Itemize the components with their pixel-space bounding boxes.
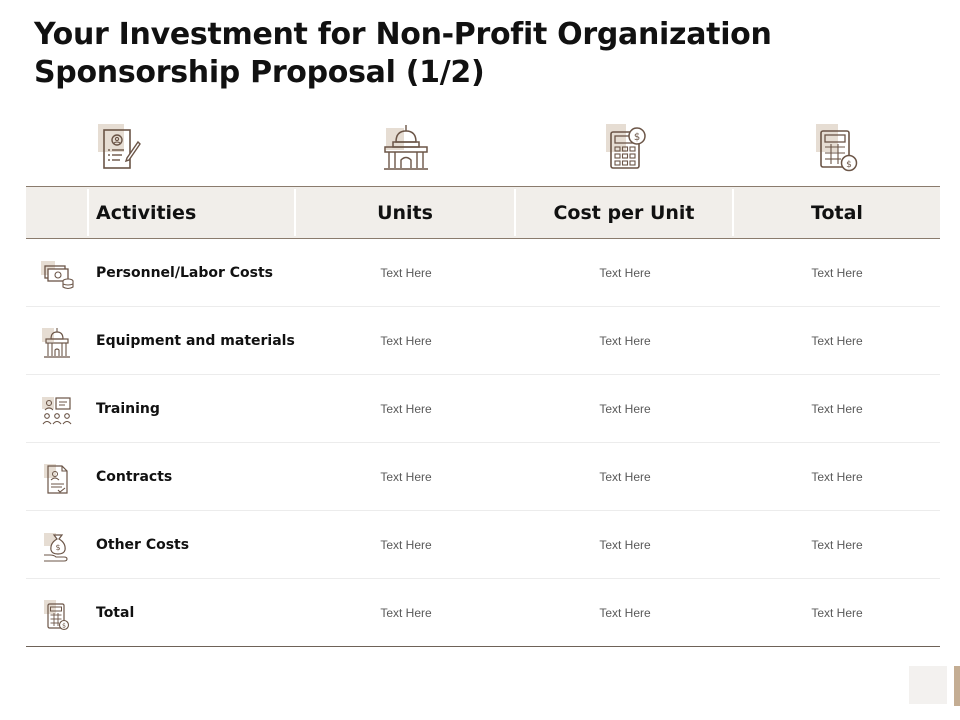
total-cell: Text Here bbox=[811, 265, 863, 280]
cost-per-unit-cell: Text Here bbox=[599, 605, 651, 620]
units-cell: Text Here bbox=[380, 265, 432, 280]
header-activities: Activities bbox=[96, 201, 197, 224]
units-cell: Text Here bbox=[380, 537, 432, 552]
svg-text:$: $ bbox=[62, 623, 66, 630]
units-cell: Text Here bbox=[380, 605, 432, 620]
table-row: $ Total Text Here Text Here Text Here bbox=[26, 579, 940, 647]
training-group-icon bbox=[42, 397, 72, 425]
calculator-coin-icon: $ bbox=[816, 124, 858, 172]
cost-per-unit-cell: Text Here bbox=[599, 265, 651, 280]
activity-label: Training bbox=[96, 400, 160, 417]
corner-accent-bar bbox=[954, 666, 960, 706]
header-divider bbox=[294, 189, 296, 236]
table-row: $ Other Costs Text Here Text Here Text H… bbox=[26, 511, 940, 579]
svg-text:$: $ bbox=[55, 543, 60, 552]
total-cell: Text Here bbox=[811, 537, 863, 552]
government-building-icon bbox=[384, 125, 428, 170]
units-cell: Text Here bbox=[380, 401, 432, 416]
header-divider bbox=[732, 189, 734, 236]
header-divider bbox=[87, 189, 89, 236]
cost-per-unit-cell: Text Here bbox=[599, 537, 651, 552]
activity-label: Equipment and materials bbox=[96, 332, 295, 349]
header-units: Units bbox=[377, 201, 433, 224]
svg-text:$: $ bbox=[634, 132, 640, 143]
units-cell: Text Here bbox=[380, 469, 432, 484]
page-title: Your Investment for Non-Profit Organizat… bbox=[34, 16, 914, 92]
total-cell: Text Here bbox=[811, 605, 863, 620]
investment-table: Activities Units Cost per Unit Total Per… bbox=[26, 186, 940, 647]
money-bag-hand-icon: $ bbox=[44, 533, 68, 562]
title-line-2: Sponsorship Proposal (1/2) bbox=[34, 55, 485, 90]
title-line-1: Your Investment for Non-Profit Organizat… bbox=[34, 17, 772, 52]
header-divider bbox=[514, 189, 516, 236]
calculator-coin-icon: $ bbox=[44, 600, 70, 631]
calculator-dollar-icon: $ bbox=[606, 124, 646, 169]
table-row: Personnel/Labor Costs Text Here Text Her… bbox=[26, 239, 940, 307]
header-cost-per-unit: Cost per Unit bbox=[553, 201, 695, 224]
activity-label: Other Costs bbox=[96, 536, 190, 553]
cost-per-unit-cell: Text Here bbox=[599, 333, 651, 348]
document-signature-icon bbox=[98, 124, 141, 169]
activity-label: Total bbox=[96, 604, 135, 621]
activity-label: Personnel/Labor Costs bbox=[96, 264, 273, 281]
corner-decoration-box bbox=[909, 666, 947, 704]
total-cell: Text Here bbox=[811, 401, 863, 416]
money-coins-icon bbox=[41, 261, 74, 290]
activity-label: Contracts bbox=[96, 468, 173, 485]
total-cell: Text Here bbox=[811, 333, 863, 348]
cost-per-unit-cell: Text Here bbox=[599, 401, 651, 416]
header-icons-row: $ $ bbox=[0, 122, 960, 178]
table-row: Training Text Here Text Here Text Here bbox=[26, 375, 940, 443]
header-total: Total bbox=[811, 201, 863, 224]
svg-text:$: $ bbox=[846, 160, 852, 170]
table-row: Contracts Text Here Text Here Text Here bbox=[26, 443, 940, 511]
contract-document-icon bbox=[44, 464, 68, 494]
table-row: Equipment and materials Text Here Text H… bbox=[26, 307, 940, 375]
building-icon bbox=[42, 328, 70, 358]
cost-per-unit-cell: Text Here bbox=[599, 469, 651, 484]
table-header: Activities Units Cost per Unit Total bbox=[26, 186, 940, 239]
units-cell: Text Here bbox=[380, 333, 432, 348]
total-cell: Text Here bbox=[811, 469, 863, 484]
